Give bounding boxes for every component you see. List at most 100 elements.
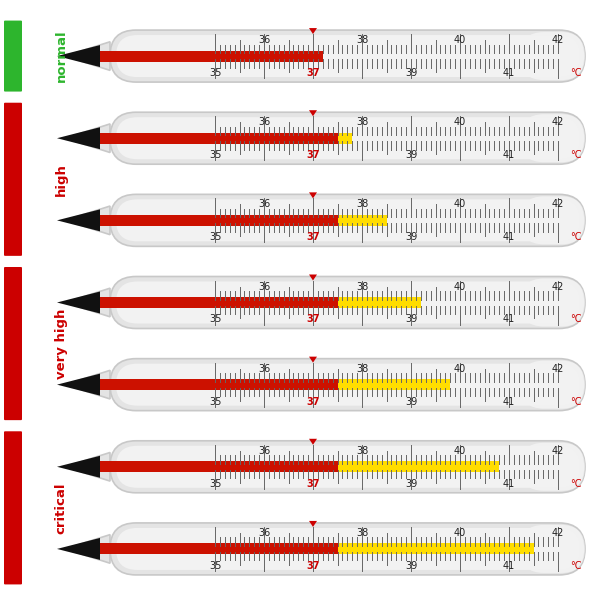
Bar [98,544,337,554]
Text: 42: 42 [552,35,564,45]
Text: 37: 37 [306,150,320,160]
Text: critical: critical [55,482,67,533]
Text: 40: 40 [454,528,466,538]
Text: 41: 41 [503,561,515,571]
Text: 41: 41 [503,479,515,489]
Text: 35: 35 [209,314,221,325]
FancyBboxPatch shape [520,361,585,409]
FancyBboxPatch shape [110,30,585,82]
Text: 38: 38 [356,446,368,456]
Text: °C: °C [570,314,581,325]
Text: 36: 36 [258,35,270,45]
Polygon shape [57,456,100,478]
Text: 38: 38 [356,281,368,292]
Text: °C: °C [570,232,581,242]
Polygon shape [65,288,110,317]
Polygon shape [65,370,110,399]
Polygon shape [309,110,317,116]
FancyBboxPatch shape [110,194,585,247]
Text: 35: 35 [209,479,221,489]
Polygon shape [309,275,317,280]
FancyBboxPatch shape [116,199,580,241]
FancyBboxPatch shape [520,525,585,573]
Text: 42: 42 [552,528,564,538]
Text: 39: 39 [405,561,417,571]
Bar [98,461,337,472]
Text: 38: 38 [356,199,368,209]
Text: 40: 40 [454,117,466,127]
Text: 42: 42 [552,117,564,127]
FancyBboxPatch shape [110,277,585,329]
Bar [337,133,352,144]
Bar [98,379,337,390]
FancyBboxPatch shape [110,441,585,493]
FancyBboxPatch shape [520,114,585,162]
Text: 38: 38 [356,364,368,374]
Text: normal: normal [55,30,67,82]
Polygon shape [57,292,100,313]
Text: 39: 39 [405,68,417,78]
Text: °C: °C [570,397,581,407]
Text: 41: 41 [503,232,515,242]
FancyBboxPatch shape [520,278,585,326]
Text: 41: 41 [503,397,515,407]
Text: 35: 35 [209,397,221,407]
Bar [98,133,337,144]
FancyBboxPatch shape [520,443,585,491]
Text: 39: 39 [405,150,417,160]
Text: 41: 41 [503,314,515,325]
Text: 36: 36 [258,117,270,127]
Polygon shape [65,42,110,70]
Text: 36: 36 [258,281,270,292]
Text: 38: 38 [356,35,368,45]
Text: 41: 41 [503,68,515,78]
Text: 40: 40 [454,364,466,374]
Polygon shape [57,209,100,232]
FancyBboxPatch shape [110,359,585,410]
Polygon shape [309,439,317,445]
FancyBboxPatch shape [116,117,580,159]
Polygon shape [57,127,100,149]
Bar [337,215,386,226]
Text: 37: 37 [306,314,320,325]
Bar [98,50,323,62]
Polygon shape [65,535,110,563]
Text: 37: 37 [306,232,320,242]
FancyBboxPatch shape [116,528,580,570]
Text: 35: 35 [209,150,221,160]
Text: 39: 39 [405,314,417,325]
Text: °C: °C [570,68,581,78]
Polygon shape [65,206,110,235]
Polygon shape [309,356,317,362]
Text: 36: 36 [258,446,270,456]
Text: 37: 37 [306,561,320,571]
FancyBboxPatch shape [520,32,585,80]
Polygon shape [57,538,100,560]
Text: 37: 37 [306,397,320,407]
Polygon shape [65,124,110,152]
Text: 37: 37 [306,68,320,78]
Text: 35: 35 [209,561,221,571]
Text: 39: 39 [405,397,417,407]
Text: 39: 39 [405,479,417,489]
Bar [98,297,337,308]
FancyBboxPatch shape [116,281,580,323]
FancyBboxPatch shape [116,364,580,406]
FancyBboxPatch shape [110,112,585,164]
Text: 37: 37 [306,479,320,489]
Text: 42: 42 [552,281,564,292]
Text: 36: 36 [258,364,270,374]
Text: 36: 36 [258,528,270,538]
FancyBboxPatch shape [520,196,585,244]
Text: 40: 40 [454,199,466,209]
Polygon shape [309,521,317,527]
FancyBboxPatch shape [4,267,22,420]
FancyBboxPatch shape [4,103,22,256]
Text: °C: °C [570,479,581,489]
Bar [337,544,533,554]
Bar [337,297,421,308]
Text: °C: °C [570,150,581,160]
Text: °C: °C [570,561,581,571]
Polygon shape [57,45,100,67]
Text: 42: 42 [552,199,564,209]
